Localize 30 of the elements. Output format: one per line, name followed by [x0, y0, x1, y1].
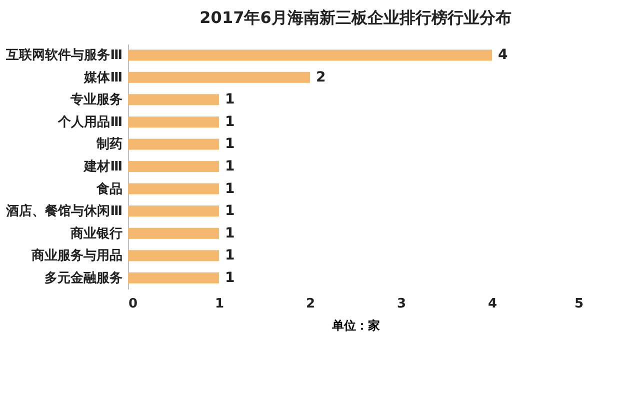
y-tick-label: 制药 — [96, 136, 122, 152]
data-label: 1 — [225, 158, 235, 174]
y-tick-label: 酒店、餐馆与休闲Ⅲ — [5, 203, 122, 220]
y-tick-label: 媒体Ⅲ — [83, 70, 122, 86]
data-label: 1 — [225, 92, 235, 108]
data-label: 1 — [225, 270, 235, 286]
x-tick-label: 3 — [396, 296, 406, 312]
data-label: 1 — [225, 180, 235, 197]
chart-title: 2017年6月海南新三板企业排行榜行业分布 — [200, 8, 512, 27]
data-label: 2 — [316, 69, 326, 86]
y-tick-label: 多元金融服务 — [44, 270, 122, 286]
x-tick-label: 5 — [574, 296, 584, 312]
x-axis-title: 单位：家 — [331, 318, 380, 332]
y-tick-label: 商业银行 — [70, 225, 122, 242]
data-label: 1 — [225, 248, 235, 264]
y-tick-label: 互联网软件与服务Ⅲ — [5, 48, 122, 64]
x-tick-label: 0 — [128, 296, 138, 312]
x-tick-label: 4 — [488, 296, 498, 312]
x-tick-label: 2 — [306, 296, 316, 312]
data-label: 4 — [498, 47, 508, 64]
data-label: 1 — [225, 136, 235, 152]
data-label: 1 — [225, 114, 235, 130]
data-label: 1 — [225, 203, 235, 220]
y-tick-label: 建材Ⅲ — [83, 160, 122, 174]
y-tick-label: 个人用品Ⅲ — [57, 114, 122, 130]
x-tick-label: 1 — [214, 296, 224, 312]
data-label: 1 — [225, 225, 235, 242]
y-tick-label: 食品 — [96, 182, 122, 197]
y-tick-label: 商业服务与用品 — [30, 248, 122, 264]
y-tick-label: 专业服务 — [70, 92, 122, 108]
